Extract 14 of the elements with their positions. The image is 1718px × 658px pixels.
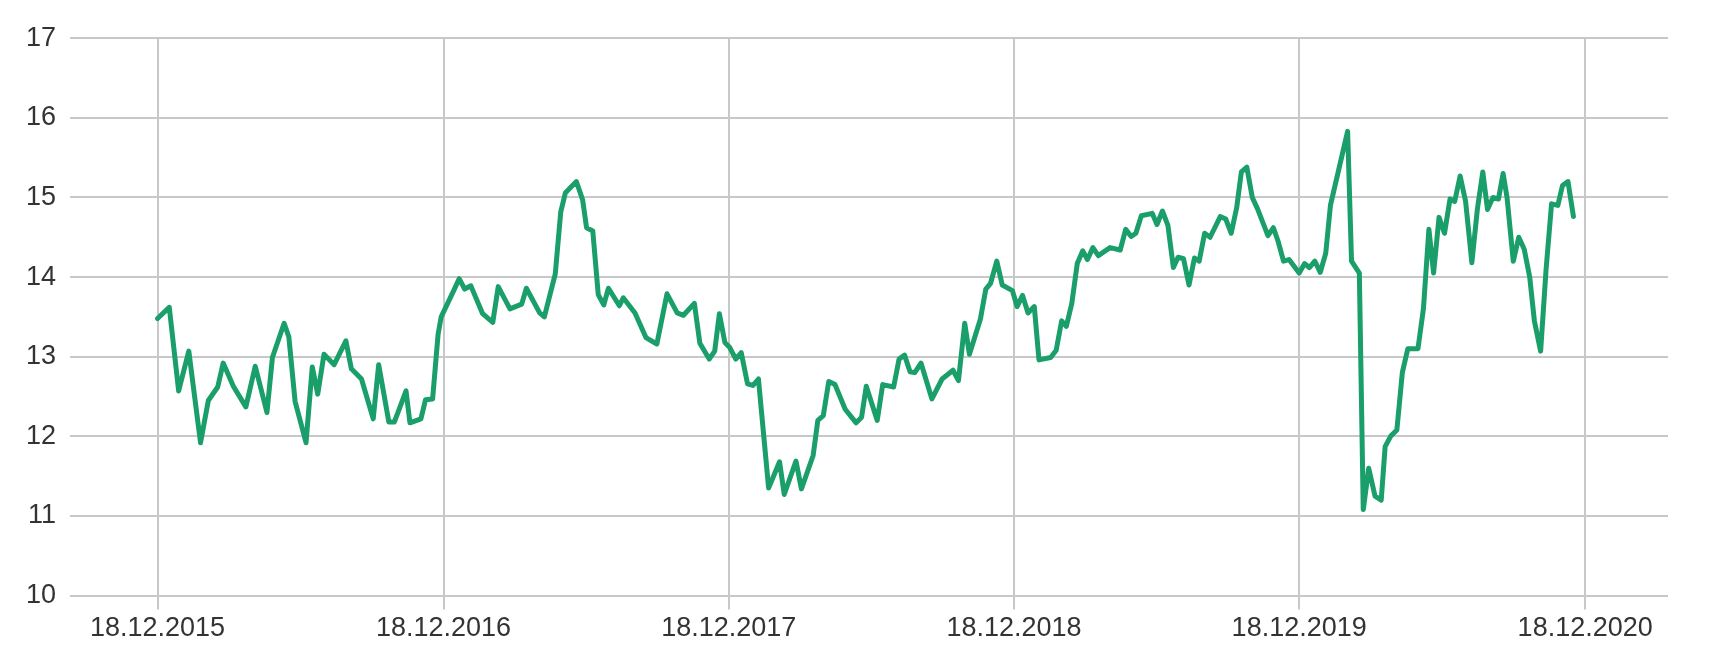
y-tick-label: 15 — [25, 180, 57, 211]
y-tick-label: 12 — [25, 419, 57, 450]
x-tick-label: 18.12.2018 — [946, 612, 1082, 643]
y-tick-label: 10 — [25, 579, 57, 610]
x-tick-label: 18.12.2017 — [661, 612, 797, 643]
x-tick-label: 18.12.2020 — [1517, 612, 1653, 643]
x-tick-label: 18.12.2019 — [1231, 612, 1367, 643]
y-tick-label: 14 — [25, 260, 57, 291]
y-tick-label: 13 — [25, 340, 57, 371]
x-tick-label: 18.12.2015 — [89, 612, 226, 643]
x-tick-label: 18.12.2016 — [375, 612, 512, 643]
y-tick-label: 11 — [28, 499, 57, 530]
y-tick-label: 16 — [25, 101, 57, 132]
y-tick-label: 17 — [25, 21, 57, 52]
